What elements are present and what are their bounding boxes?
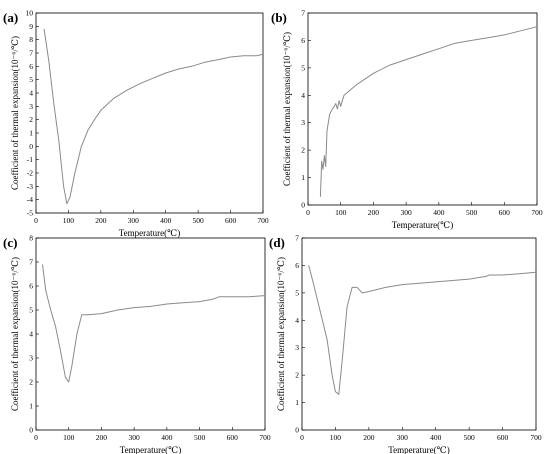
y-tick-label: 3 (295, 343, 299, 352)
x-tick-label: 100 (63, 433, 75, 442)
y-tick-label: 4 (301, 91, 305, 100)
y-tick-label: 0 (29, 426, 33, 435)
x-tick-label: 600 (227, 433, 239, 442)
x-tick-label: 300 (397, 433, 409, 442)
chart-panel: (c) 0 100 200 300 400 500 600 700 0 1 2 3 4 5 6 7 8 Temper… (3, 234, 271, 454)
x-tick-label: 0 (34, 216, 38, 225)
y-tick-label: 7 (29, 258, 33, 267)
x-axis-title: Temperature(℃) (119, 228, 180, 238)
series-line (42, 264, 266, 383)
y-tick-label: 5 (301, 63, 305, 72)
y-tick-label: 4 (29, 89, 33, 98)
y-tick-label: 3 (301, 118, 305, 127)
y-tick-label: -4 (27, 195, 33, 204)
y-tick-label: 0 (29, 142, 33, 151)
x-tick-label: 200 (96, 433, 108, 442)
series-line (308, 265, 537, 395)
x-axis-title: Temperature(℃) (388, 445, 449, 454)
y-tick-label: 6 (29, 62, 33, 71)
x-tick-label: 100 (63, 216, 75, 225)
plot-frame (35, 12, 264, 214)
y-axis-title: Coefficient of thermal expansion(10⁻⁶/℃) (282, 32, 292, 186)
x-tick-label: 0 (300, 433, 304, 442)
panel-letter: (c) (3, 235, 17, 250)
x-tick-label: 200 (95, 216, 107, 225)
plot-frame (307, 12, 538, 206)
y-tick-label: 7 (301, 9, 305, 18)
y-tick-label: 2 (29, 378, 33, 387)
x-tick-label: 500 (194, 433, 206, 442)
y-tick-label: 1 (29, 402, 33, 411)
y-tick-label: 0 (295, 426, 299, 435)
x-tick-label: 200 (368, 208, 380, 217)
x-tick-label: 700 (259, 433, 271, 442)
y-tick-label: 0 (301, 201, 305, 210)
y-tick-label: 8 (29, 234, 33, 243)
x-tick-label: 0 (306, 208, 310, 217)
y-tick-label: 2 (29, 115, 33, 124)
y-axis-title: Coefficient of thermal expansion(10⁻⁶/℃) (276, 257, 286, 411)
x-tick-label: 600 (225, 216, 237, 225)
y-tick-label: 1 (295, 398, 299, 407)
y-tick-label: -5 (27, 209, 33, 218)
y-tick-label: 2 (295, 371, 299, 380)
x-tick-label: 400 (433, 208, 445, 217)
panel-letter: (a) (3, 10, 18, 25)
x-tick-label: 200 (363, 433, 375, 442)
y-tick-label: 1 (301, 173, 305, 182)
x-tick-label: 700 (257, 216, 269, 225)
y-tick-label: 6 (301, 36, 305, 45)
chart-panel: (b) 0 100 200 300 400 500 600 700 0 1 2 3 4 5 6 7 Tempera… (271, 9, 543, 231)
x-axis-title: Temperature(℃) (392, 220, 453, 230)
chart-panel: (a) 0 100 200 300 400 500 600 700 -5 -4 -3 -2 -1 0 1 2 3 4… (3, 9, 269, 239)
panel-letter: (d) (269, 235, 285, 250)
x-tick-label: 300 (401, 208, 413, 217)
y-tick-label: 6 (295, 261, 299, 270)
y-tick-label: 3 (29, 354, 33, 363)
y-tick-label: -2 (27, 169, 33, 178)
x-tick-label: 300 (129, 433, 141, 442)
x-tick-label: 500 (466, 208, 478, 217)
y-tick-label: 4 (29, 330, 33, 339)
chart-panel: (d) 0 100 200 300 400 500 600 700 0 1 2 3 4 5 6 7 Tempera… (269, 234, 542, 454)
y-tick-label: 5 (295, 288, 299, 297)
x-tick-label: 700 (531, 208, 543, 217)
y-tick-label: 3 (29, 102, 33, 111)
x-tick-label: 600 (497, 433, 509, 442)
plot-frame (35, 237, 266, 431)
y-tick-label: 10 (26, 9, 34, 18)
y-tick-label: 6 (29, 282, 33, 291)
y-axis-title: Coefficient of thermal expansion(10⁻⁶/℃) (10, 36, 20, 190)
y-tick-label: 5 (29, 306, 33, 315)
x-tick-label: 500 (193, 216, 205, 225)
series-line (319, 26, 538, 197)
y-tick-label: 1 (29, 129, 33, 138)
x-tick-label: 700 (530, 433, 542, 442)
panel-letter: (b) (271, 10, 287, 25)
x-tick-label: 400 (161, 433, 173, 442)
y-tick-label: 7 (295, 234, 299, 243)
y-tick-label: 4 (295, 316, 299, 325)
series-line (43, 28, 264, 205)
x-tick-label: 100 (335, 208, 347, 217)
x-tick-label: 400 (430, 433, 442, 442)
x-tick-label: 300 (128, 216, 140, 225)
y-tick-label: 7 (29, 49, 33, 58)
x-tick-label: 600 (499, 208, 511, 217)
x-tick-label: 0 (34, 433, 38, 442)
y-tick-label: -3 (27, 182, 33, 191)
y-tick-label: 8 (29, 35, 33, 44)
x-tick-label: 400 (160, 216, 172, 225)
y-tick-label: 2 (301, 146, 305, 155)
y-tick-label: 5 (29, 75, 33, 84)
x-tick-label: 100 (330, 433, 342, 442)
x-tick-label: 500 (464, 433, 476, 442)
x-axis-title: Temperature(℃) (120, 445, 181, 454)
plot-frame (301, 237, 537, 431)
y-tick-label: 9 (29, 22, 33, 31)
y-tick-label: -1 (27, 155, 33, 164)
y-axis-title: Coefficient of thermal expansion(10⁻⁶/℃) (10, 257, 20, 411)
